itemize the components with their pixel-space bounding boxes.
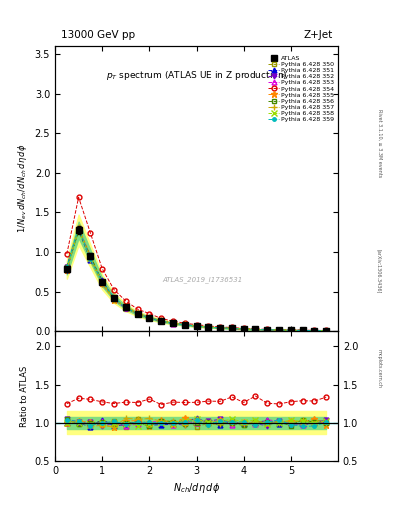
Y-axis label: Ratio to ATLAS: Ratio to ATLAS [20,366,29,426]
Text: [arXiv:1306.3436]: [arXiv:1306.3436] [377,249,382,293]
Text: Rivet 3.1.10, ≥ 3.3M events: Rivet 3.1.10, ≥ 3.3M events [377,109,382,178]
Y-axis label: $1/N_{ev}\,dN_{ch}/dN_{ch}\,d\eta\,d\phi$: $1/N_{ev}\,dN_{ch}/dN_{ch}\,d\eta\,d\phi… [16,144,29,233]
Text: Z+Jet: Z+Jet [303,30,332,40]
Text: ATLAS_2019_I1736531: ATLAS_2019_I1736531 [162,276,242,283]
X-axis label: $N_{ch}/d\eta\,d\phi$: $N_{ch}/d\eta\,d\phi$ [173,481,220,495]
Text: 13000 GeV pp: 13000 GeV pp [61,30,135,40]
Text: mcplots.cern.ch: mcplots.cern.ch [377,349,382,388]
Text: $p_T$ spectrum (ATLAS UE in Z production): $p_T$ spectrum (ATLAS UE in Z production… [106,69,287,82]
Legend: ATLAS, Pythia 6.428 350, Pythia 6.428 351, Pythia 6.428 352, Pythia 6.428 353, P: ATLAS, Pythia 6.428 350, Pythia 6.428 35… [267,55,335,123]
